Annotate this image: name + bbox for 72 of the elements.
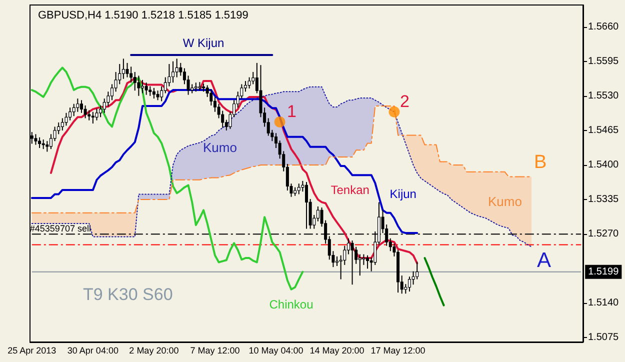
candlestick — [175, 58, 178, 78]
candlestick — [160, 86, 164, 102]
ref-line-label: 1.5199 — [588, 266, 620, 278]
candlestick — [172, 60, 175, 84]
candlestick — [42, 138, 45, 150]
candlestick — [366, 254, 370, 270]
candlestick — [122, 58, 125, 80]
y-tick-label: 1.5660 — [588, 21, 620, 32]
y-tick-label: 1.5530 — [588, 90, 620, 102]
candlestick — [210, 89, 213, 106]
line-series — [424, 257, 445, 306]
series-label: W Kijun — [182, 36, 224, 50]
annotation: 2 — [400, 92, 410, 111]
x-tick-label: 17 May 12:00 — [370, 346, 426, 356]
candlestick — [362, 254, 366, 266]
candlestick — [156, 90, 160, 101]
series-label: Kijun — [390, 187, 416, 202]
series-label: Tenkan — [330, 183, 370, 198]
candlestick — [297, 183, 300, 195]
y-tick-label: 1.5270 — [588, 228, 620, 240]
x-tick-label: 30 Apr 04:00 — [67, 346, 118, 356]
y-tick-label: 1.5140 — [588, 298, 620, 309]
x-tick-label: 10 May 04:00 — [248, 346, 304, 356]
annotation: 1 — [287, 102, 296, 121]
candlestick — [358, 254, 362, 276]
candlestick — [179, 62, 182, 76]
candlestick — [130, 66, 133, 84]
annotation: Kumo — [488, 194, 522, 209]
candlestick — [68, 107, 72, 121]
annotation: T9 K30 S60 — [83, 285, 173, 304]
series-label: Chinkou — [269, 297, 314, 312]
y-tick-label: 1.5595 — [588, 56, 620, 67]
candlestick — [336, 256, 339, 266]
candlestick — [38, 136, 42, 148]
x-tick-label: 2 May 20:00 — [129, 346, 179, 356]
ref-line-label: #45359707 sell — [30, 224, 91, 234]
annotation: A — [537, 249, 552, 272]
line-series — [31, 105, 532, 214]
y-tick-label: 1.5465 — [588, 124, 620, 136]
candlestick — [305, 182, 308, 230]
candlestick — [91, 111, 94, 124]
candlestick — [95, 108, 98, 121]
candlestick — [408, 276, 411, 292]
candlestick — [190, 84, 194, 94]
candlestick — [84, 104, 87, 119]
candlestick — [80, 100, 83, 114]
candlestick — [49, 134, 52, 150]
candlestick — [34, 134, 38, 146]
candlestick — [76, 98, 80, 112]
candlestick — [152, 87, 156, 100]
chart-title: GBPUSD,H4 1.5190 1.5218 1.5185 1.5199 — [38, 10, 248, 22]
annotation: B — [534, 152, 547, 173]
candlestick — [99, 104, 102, 118]
candlestick — [213, 96, 216, 112]
candlestick — [148, 86, 152, 96]
x-tick-label: 14 May 20:00 — [310, 346, 364, 356]
y-tick-label: 1.5335 — [588, 194, 620, 206]
candlestick — [350, 240, 354, 286]
annotation: Kumo — [203, 140, 237, 155]
candlestick — [88, 110, 91, 121]
x-tick-label: 7 May 12:00 — [190, 346, 240, 356]
candlestick — [316, 206, 320, 222]
candlestick — [110, 84, 114, 101]
candlestick — [244, 80, 247, 92]
candlestick — [46, 140, 49, 152]
y-tick-label: 1.5075 — [588, 332, 620, 344]
candlestick — [141, 79, 144, 94]
x-tick-label: 25 Apr 2013 — [8, 346, 56, 356]
candlestick — [144, 82, 148, 96]
candlestick — [194, 82, 198, 92]
y-tick-label: 1.5400 — [588, 159, 620, 170]
candlestick — [137, 75, 140, 96]
